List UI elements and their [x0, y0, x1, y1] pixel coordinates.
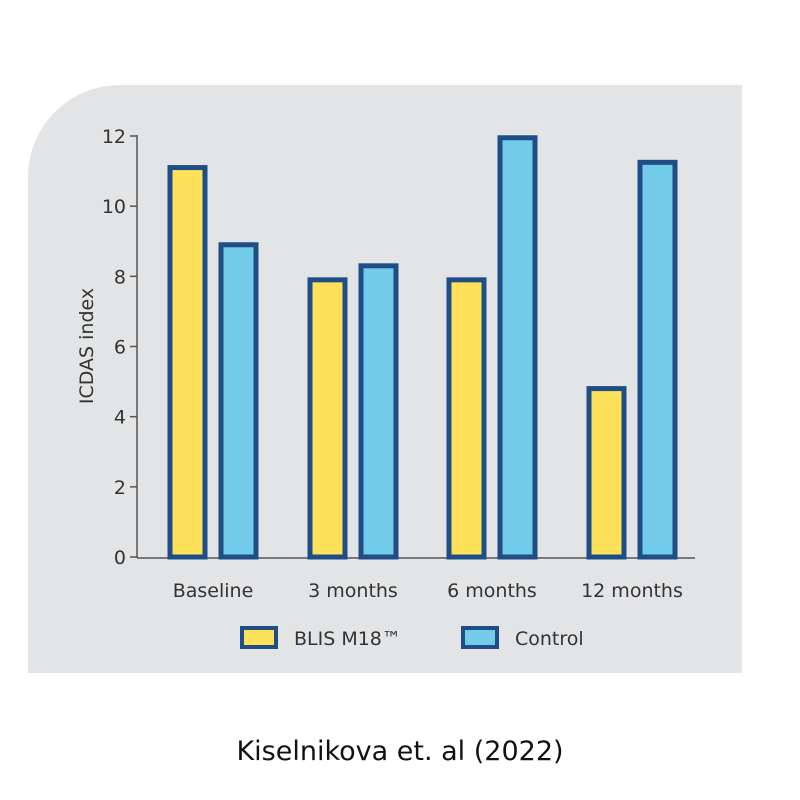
bar-control-3-months	[358, 263, 399, 560]
y-ticks: 0 2 4 6 8 10 12	[102, 126, 137, 569]
x-tick-labels: Baseline 3 months 6 months 12 months	[173, 580, 683, 602]
y-tick-label: 8	[114, 266, 126, 288]
y-tick-label: 4	[114, 407, 126, 429]
y-tick-label: 12	[102, 126, 126, 148]
bar-blis-3-months	[307, 277, 348, 560]
x-tick-label: Baseline	[173, 580, 254, 602]
y-tick-label: 2	[114, 477, 126, 499]
bar-blis-baseline	[167, 165, 208, 560]
legend-swatch	[240, 626, 278, 649]
bar-control-12-months	[637, 159, 678, 560]
legend-label: Control	[515, 628, 584, 650]
x-tick-label: 3 months	[308, 580, 398, 602]
bars	[167, 135, 678, 560]
y-tick-label: 0	[114, 547, 126, 569]
legend: BLIS M18™ Control	[240, 626, 584, 650]
x-tick-label: 6 months	[447, 580, 537, 602]
citation: Kiselnikova et. al (2022)	[236, 736, 564, 767]
y-tick-label: 10	[102, 196, 126, 218]
bar-blis-12-months	[586, 386, 627, 560]
legend-label: BLIS M18™	[294, 628, 401, 650]
legend-swatch	[461, 626, 499, 649]
x-tick-label: 12 months	[581, 580, 683, 602]
bar-control-6-months	[497, 135, 538, 560]
y-axis-label: ICDAS index	[76, 288, 98, 404]
y-tick-label: 6	[114, 337, 126, 359]
bar-control-baseline	[218, 242, 259, 560]
bar-blis-6-months	[446, 277, 487, 560]
